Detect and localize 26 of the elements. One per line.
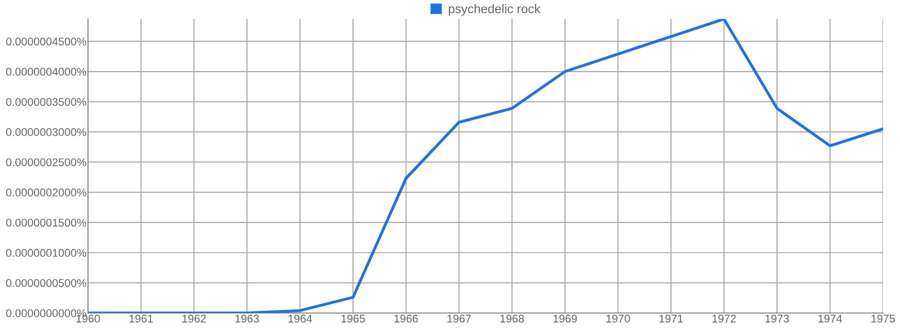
x-tick-label: 1963: [235, 314, 259, 323]
x-tick-label: 1967: [447, 314, 471, 323]
y-tick-label: 0.0000001000%: [6, 248, 86, 257]
legend-label: psychedelic rock: [448, 4, 540, 16]
x-tick-label: 1965: [341, 314, 365, 323]
x-tick-label: 1964: [288, 314, 312, 323]
y-tick-label: 0.0000001500%: [6, 218, 86, 227]
y-tick-label: 0.0000004000%: [6, 68, 86, 76]
x-tick-label: 1972: [712, 314, 736, 323]
y-tick-label: 0.0000003000%: [6, 128, 86, 136]
x-tick-label: 1968: [500, 314, 524, 323]
y-tick-label: 0.0000000500%: [6, 279, 86, 287]
x-tick-label: 1974: [818, 314, 842, 323]
x-tick-label: 1961: [129, 314, 153, 323]
y-tick-label: 0.0000004500%: [6, 38, 86, 46]
x-tick-label: 1962: [182, 314, 206, 323]
x-tick-label: 1973: [765, 314, 789, 323]
x-tick-label: 1969: [553, 314, 577, 323]
x-tick-label: 1975: [871, 314, 895, 323]
line-series: [88, 19, 883, 313]
x-tick-label: 1966: [394, 314, 418, 323]
x-tick-label: 1970: [606, 314, 630, 323]
y-tick-label: 0.0000002000%: [6, 188, 86, 196]
y-tick-label: 0.0000002500%: [6, 158, 86, 166]
y-tick-label: 0.0000003500%: [6, 98, 86, 106]
x-tick-label: 1971: [659, 314, 683, 323]
